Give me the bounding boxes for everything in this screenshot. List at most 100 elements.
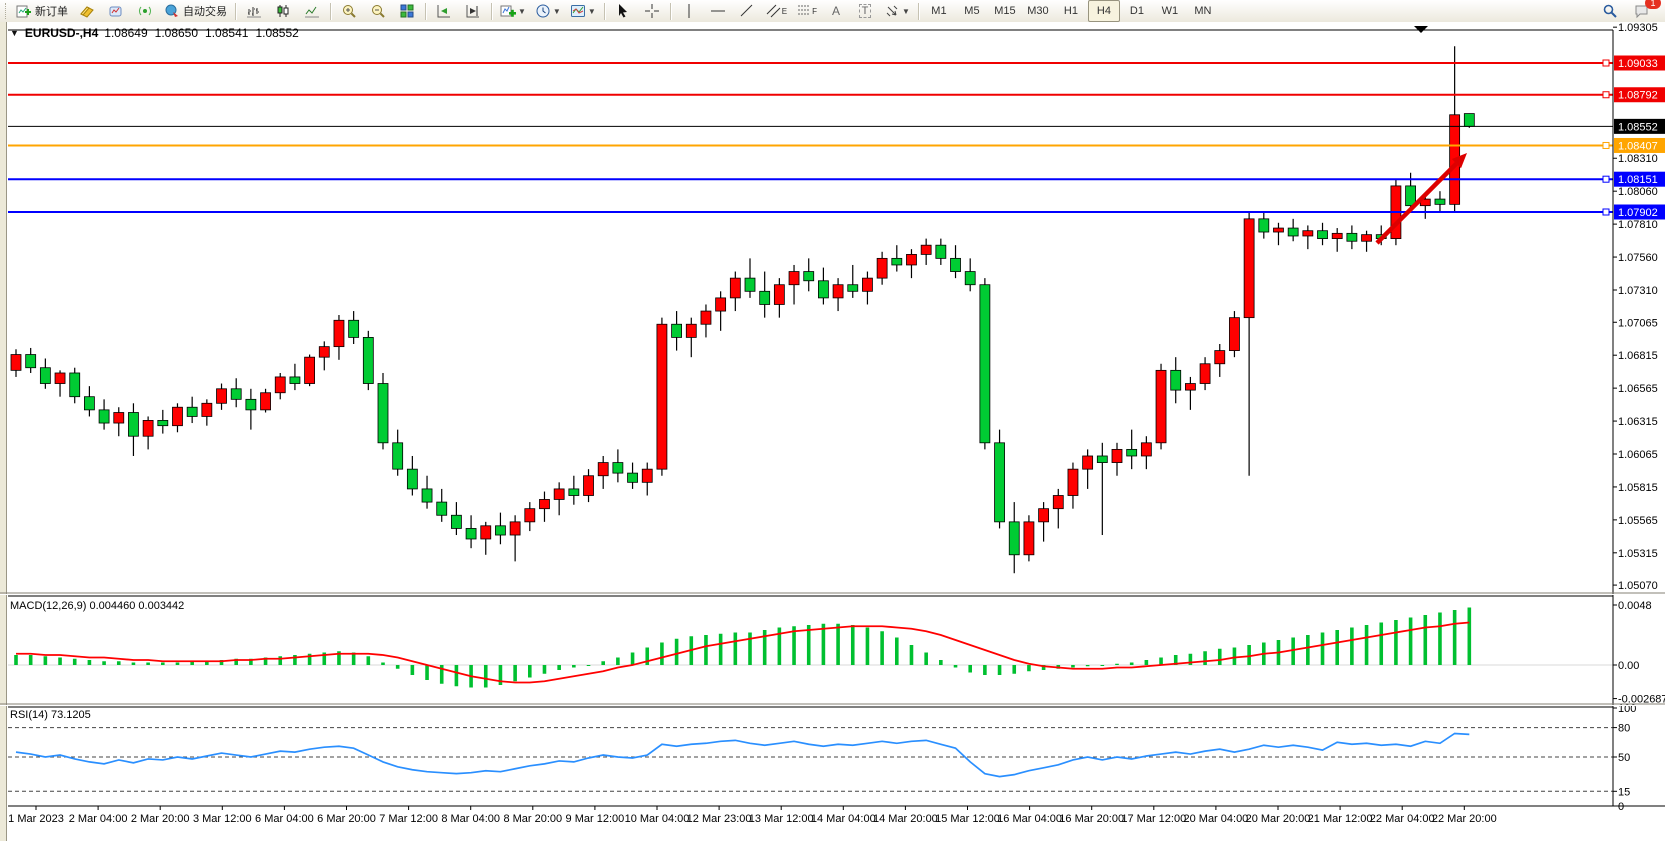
timeframe-button-M15[interactable]: M15 [994, 5, 1016, 17]
templates-button[interactable]: ▼ [566, 0, 600, 22]
timeframe-button-D1[interactable]: D1 [1129, 5, 1144, 17]
svg-text:22 Mar 04:00: 22 Mar 04:00 [1370, 813, 1435, 825]
timeframe-button-MN[interactable]: MN [1194, 5, 1212, 17]
svg-text:15 Mar 12:00: 15 Mar 12:00 [935, 813, 1000, 825]
publish-chart-icon [109, 6, 122, 17]
svg-text:1.06815: 1.06815 [1618, 350, 1658, 362]
horizontal-line-1.09033[interactable]: 1.09033 [8, 55, 1665, 71]
svg-text:0.00: 0.00 [1618, 660, 1639, 672]
new-order-button[interactable]: 新订单 [12, 0, 72, 22]
separator [603, 2, 605, 20]
separator [425, 2, 426, 20]
horizontal-line-button[interactable] [704, 0, 732, 22]
zoom-out-button[interactable] [364, 0, 392, 22]
svg-text:1 Mar 2023: 1 Mar 2023 [8, 813, 64, 825]
notification-badge: 1 [1645, 0, 1661, 9]
channel-letter: E [781, 6, 788, 16]
horizontal-line-1.08792[interactable]: 1.08792 [8, 87, 1665, 103]
horizontal-line-1.07902[interactable]: 1.07902 [8, 204, 1665, 220]
auto-scroll-button[interactable] [430, 0, 458, 22]
zoom-in-button[interactable] [335, 0, 363, 22]
svg-text:2 Mar 04:00: 2 Mar 04:00 [69, 813, 128, 825]
candles [10, 46, 1475, 574]
vertical-line-icon [688, 4, 690, 18]
auto-trading-icon [165, 4, 178, 17]
candlestick-icon [277, 5, 289, 17]
svg-text:80: 80 [1618, 723, 1630, 735]
bar-chart-icon [247, 7, 261, 18]
tile-windows-icon [400, 4, 414, 18]
indicators-icon [500, 5, 516, 17]
signals-button[interactable] [131, 0, 159, 22]
svg-text:1.08552: 1.08552 [1618, 121, 1658, 133]
svg-text:1.09305: 1.09305 [1618, 22, 1658, 34]
timeframe-button-H4[interactable]: H4 [1087, 0, 1120, 22]
toolbar-right: 1 [1596, 0, 1662, 22]
timeframe-group: M1 M5 M15 M30 H1 H4 D1 W1 MN [923, 0, 1219, 22]
text-label-button[interactable]: T [851, 0, 879, 22]
svg-text:1.07902: 1.07902 [1618, 207, 1658, 219]
timeframe-button-M1[interactable]: M1 [931, 5, 947, 17]
svg-text:1.06315: 1.06315 [1618, 416, 1658, 428]
equidistant-channel-button[interactable]: E [762, 0, 791, 22]
bar-chart-button[interactable] [240, 0, 268, 22]
cursor-button[interactable] [609, 0, 637, 22]
svg-text:16 Mar 04:00: 16 Mar 04:00 [997, 813, 1062, 825]
periods-button[interactable]: ▼ [531, 0, 565, 22]
timeframe-button-M5[interactable]: M5 [964, 5, 980, 17]
line-chart-icon [305, 6, 319, 18]
cursor-icon [618, 4, 627, 18]
template-icon [570, 5, 585, 17]
svg-text:1.08407: 1.08407 [1618, 140, 1658, 152]
svg-text:1.06065: 1.06065 [1618, 449, 1658, 461]
channel-icon [766, 4, 781, 18]
text-button[interactable]: A [822, 0, 850, 22]
candlestick-chart-button[interactable] [269, 0, 297, 22]
svg-text:9 Mar 12:00: 9 Mar 12:00 [566, 813, 625, 825]
indicators-button[interactable]: ▼ [496, 0, 530, 22]
svg-text:0: 0 [1618, 801, 1624, 813]
fibonacci-letter: F [812, 6, 817, 16]
search-button[interactable] [1596, 0, 1624, 22]
publish-button[interactable] [102, 0, 130, 22]
svg-text:20 Mar 20:00: 20 Mar 20:00 [1246, 813, 1311, 825]
chart-window: 1.09305 1.08310 1.08060 1.07810 1.07560 1.073… [0, 22, 1665, 841]
notifications-button[interactable]: 1 [1628, 0, 1661, 22]
svg-text:1.05070: 1.05070 [1618, 580, 1658, 592]
svg-text:50: 50 [1618, 752, 1630, 764]
separator [235, 2, 236, 20]
svg-text:8 Mar 20:00: 8 Mar 20:00 [503, 813, 562, 825]
fibonacci-button[interactable]: F [792, 0, 821, 22]
svg-text:8 Mar 04:00: 8 Mar 04:00 [441, 813, 500, 825]
price-axis: 1.09305 1.08310 1.08060 1.07810 1.07560 1.073… [1613, 22, 1658, 592]
auto-trading-button[interactable]: 自动交易 [160, 0, 231, 22]
new-order-label: 新订单 [35, 6, 68, 18]
text-icon: A [831, 4, 840, 18]
svg-text:-0.002687: -0.002687 [1618, 694, 1665, 706]
horizontal-line-icon [710, 10, 725, 12]
line-chart-button[interactable] [298, 0, 326, 22]
horizontal-line-1.08407[interactable]: 1.08407 [8, 137, 1665, 153]
svg-text:13 Mar 12:00: 13 Mar 12:00 [749, 813, 814, 825]
price-chart-canvas[interactable]: 1.09305 1.08310 1.08060 1.07810 1.07560 1.073… [0, 22, 1665, 841]
trend-arrow[interactable] [1375, 153, 1467, 245]
arrows-button[interactable]: ▼ [880, 0, 914, 22]
tile-windows-button[interactable] [393, 0, 421, 22]
chart-shift-button[interactable] [459, 0, 487, 22]
horizontal-line-1.08151[interactable]: 1.08151 [8, 171, 1665, 187]
svg-text:20 Mar 04:00: 20 Mar 04:00 [1183, 813, 1248, 825]
vertical-line-button[interactable] [675, 0, 703, 22]
horizontal-line-1.08552[interactable]: 1.08552 [8, 118, 1665, 134]
trendline-button[interactable] [733, 0, 761, 22]
crosshair-button[interactable] [638, 0, 666, 22]
timeframe-button-W1[interactable]: W1 [1161, 5, 1179, 17]
svg-text:16 Mar 20:00: 16 Mar 20:00 [1059, 813, 1124, 825]
separator [330, 2, 331, 20]
time-axis: 1 Mar 2023 2 Mar 04:00 2 Mar 20:00 3 Mar 12… [8, 806, 1497, 825]
timeframe-button-H1[interactable]: H1 [1063, 5, 1078, 17]
svg-text:2 Mar 20:00: 2 Mar 20:00 [131, 813, 190, 825]
dropdown-arrow-icon: ▼ [518, 6, 526, 16]
market-watch-button[interactable] [73, 0, 101, 22]
timeframe-button-M30[interactable]: M30 [1027, 5, 1049, 17]
